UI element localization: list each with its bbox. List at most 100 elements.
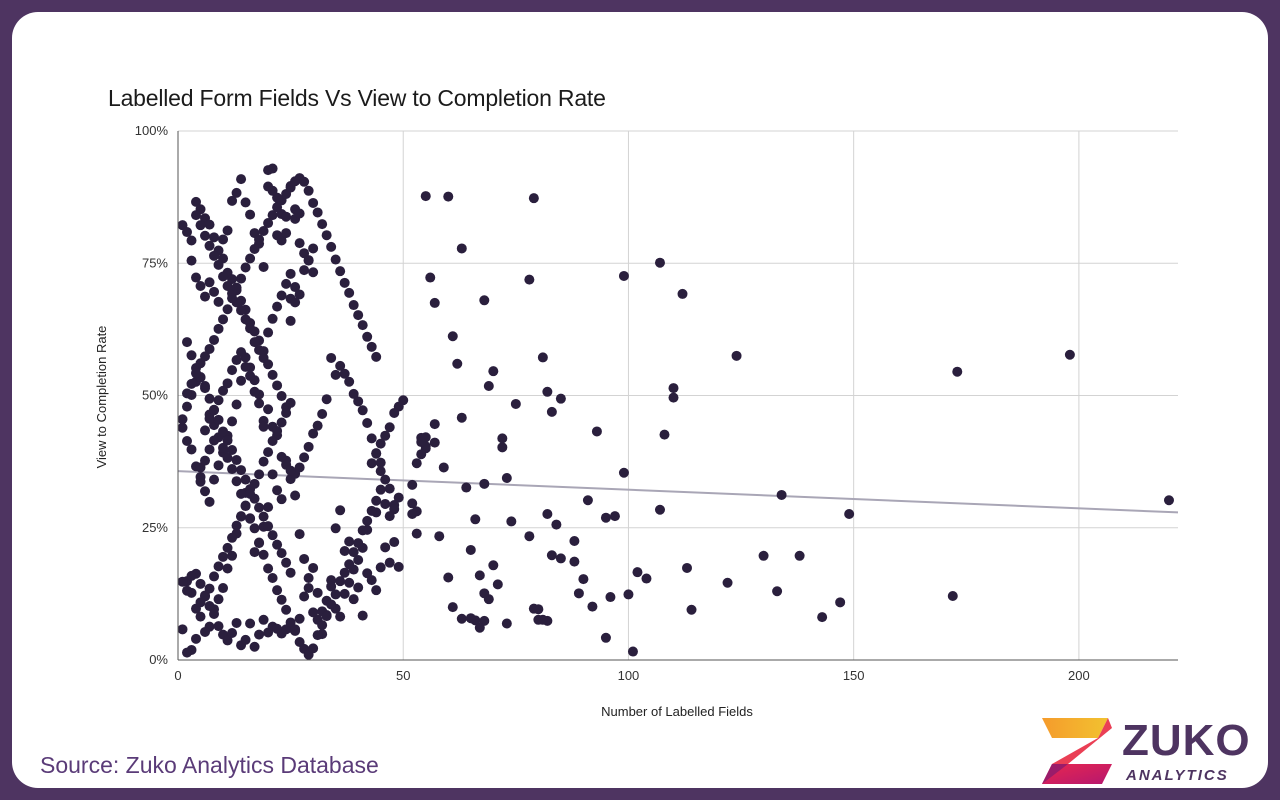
data-point (245, 323, 256, 334)
data-point (623, 589, 634, 600)
data-point (222, 225, 233, 236)
data-point (326, 599, 337, 610)
data-point (366, 341, 377, 352)
data-point (258, 421, 269, 432)
data-point (393, 561, 404, 572)
data-point (249, 243, 260, 254)
data-point (258, 511, 269, 522)
data-point (263, 563, 274, 574)
data-point (947, 590, 958, 601)
data-point (357, 405, 368, 416)
data-point (303, 255, 314, 266)
data-point (222, 378, 233, 389)
data-point (245, 370, 256, 381)
data-point (375, 484, 386, 495)
data-point (213, 414, 224, 425)
data-point (236, 511, 247, 522)
data-point (258, 456, 269, 467)
data-point (195, 611, 206, 622)
data-point (218, 551, 229, 562)
data-point (204, 413, 215, 424)
data-point (299, 591, 310, 602)
data-point (263, 218, 274, 229)
data-point (330, 523, 341, 534)
data-point (263, 521, 274, 532)
data-point (276, 290, 287, 301)
data-point (542, 508, 553, 519)
data-point (290, 490, 301, 501)
data-point (222, 435, 233, 446)
data-point (362, 331, 373, 342)
data-point (209, 250, 220, 261)
data-point (537, 352, 548, 363)
data-point (348, 388, 359, 399)
data-point (420, 191, 431, 202)
data-point (456, 243, 467, 254)
data-point (299, 452, 310, 463)
data-point (686, 604, 697, 615)
data-point (272, 301, 283, 312)
data-point (240, 474, 251, 485)
data-point (231, 476, 242, 487)
data-point (384, 422, 395, 433)
data-point (281, 604, 292, 615)
data-point (272, 539, 283, 550)
data-point (240, 262, 251, 273)
data-point (312, 420, 323, 431)
data-point (677, 288, 688, 299)
data-point (227, 444, 238, 455)
data-point (339, 588, 350, 599)
data-point (389, 537, 400, 548)
data-point (245, 618, 256, 629)
data-point (682, 562, 693, 573)
data-point (200, 351, 211, 362)
data-point (465, 544, 476, 555)
data-point (308, 607, 319, 618)
data-point (443, 191, 454, 202)
data-point (528, 193, 539, 204)
data-point (501, 473, 512, 484)
x-tick-label: 50 (396, 668, 410, 683)
data-point (200, 291, 211, 302)
data-point (844, 508, 855, 519)
data-point (249, 523, 260, 534)
data-point (222, 542, 233, 553)
data-point (204, 219, 215, 230)
data-point (1163, 495, 1174, 506)
x-tick-label: 200 (1068, 668, 1090, 683)
data-point (227, 365, 238, 376)
data-point (285, 315, 296, 326)
data-point (213, 460, 224, 471)
data-point (551, 519, 562, 530)
data-point (290, 297, 301, 308)
data-point (231, 355, 242, 366)
data-point (245, 253, 256, 264)
data-point (276, 391, 287, 402)
data-point (231, 399, 242, 410)
data-point (618, 467, 629, 478)
data-point (731, 350, 742, 361)
data-point (267, 435, 278, 446)
data-point (222, 452, 233, 463)
data-point (186, 235, 197, 246)
data-point (245, 513, 256, 524)
data-point (276, 594, 287, 605)
data-point (456, 613, 467, 624)
data-point (339, 567, 350, 578)
data-point (204, 240, 215, 251)
data-point (591, 426, 602, 437)
data-point (357, 320, 368, 331)
data-point (339, 277, 350, 288)
data-point (204, 601, 215, 612)
data-point (578, 574, 589, 585)
data-point (344, 376, 355, 387)
data-point (218, 271, 229, 282)
data-point (299, 176, 310, 187)
data-point (474, 622, 485, 633)
data-point (182, 337, 193, 348)
data-point (240, 197, 251, 208)
data-point (393, 492, 404, 503)
data-point (218, 442, 229, 453)
data-point (263, 359, 274, 370)
data-point (200, 486, 211, 497)
